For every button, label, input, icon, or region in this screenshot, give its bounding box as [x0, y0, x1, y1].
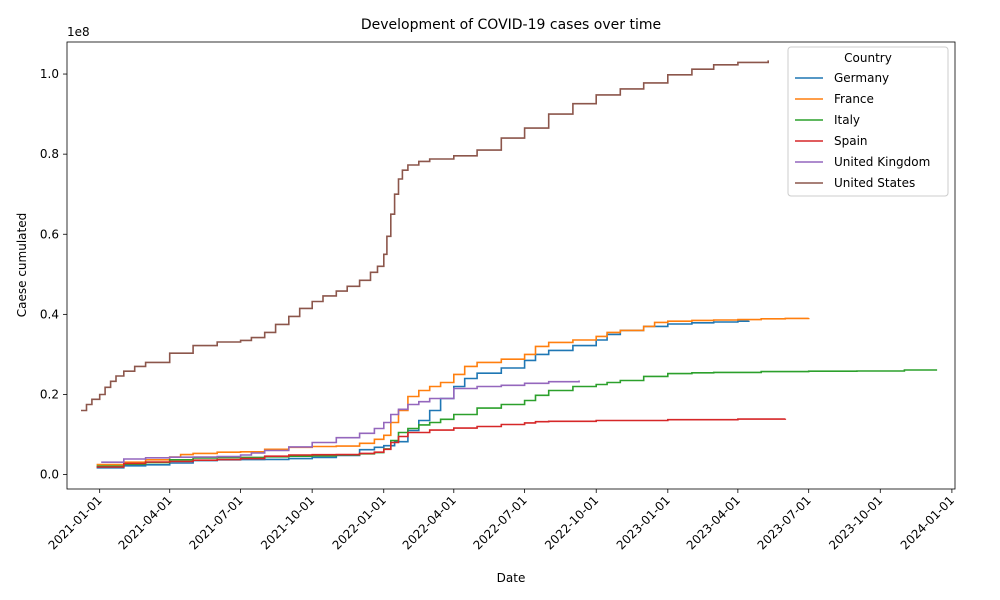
- legend-label: Italy: [834, 113, 860, 127]
- legend-label: Spain: [834, 134, 868, 148]
- legend-title: Country: [844, 51, 892, 65]
- y-axis: 0.0 0.2 0.4 0.6 0.8 1.0: [40, 67, 67, 482]
- x-tick-label: 2022-10-01: [542, 493, 601, 552]
- y-tick-label: 0.8: [40, 147, 59, 161]
- x-axis: 2021-01-01 2021-04-01 2021-07-01 2021-10-01…: [46, 489, 957, 552]
- legend-box: [787, 46, 949, 197]
- x-tick-label: 2024-01-01: [898, 493, 957, 552]
- legend-label: United States: [834, 176, 915, 190]
- y-tick-label: 0.6: [40, 227, 59, 241]
- series-line-1: [96, 317, 810, 466]
- x-tick-label: 2022-07-01: [471, 493, 530, 552]
- x-tick-label: 2021-01-01: [46, 493, 105, 552]
- x-tick-label: 2021-07-01: [186, 493, 245, 552]
- series-line-3: [96, 418, 787, 468]
- y-tick-label: 0.4: [40, 307, 59, 321]
- x-tick-label: 2023-07-01: [755, 493, 814, 552]
- y-tick-label: 0.2: [40, 387, 59, 401]
- x-axis-label: Date: [497, 571, 526, 585]
- series-line-4: [101, 380, 580, 463]
- legend-label: United Kingdom: [834, 155, 930, 169]
- legend-label: Germany: [834, 71, 889, 85]
- plot-lines: [81, 60, 938, 469]
- chart-title: Development of COVID-19 cases over time: [361, 17, 661, 33]
- x-tick-label: 2021-04-01: [116, 493, 175, 552]
- y-offset-label: 1e8: [67, 25, 90, 39]
- x-tick-label: 2021-10-01: [258, 493, 317, 552]
- x-tick-label: 2022-01-01: [330, 493, 389, 552]
- y-tick-label: 0.0: [40, 468, 59, 482]
- series-line-2: [96, 369, 938, 467]
- series-line-5: [81, 60, 769, 412]
- x-tick-label: 2022-04-01: [400, 493, 459, 552]
- y-tick-label: 1.0: [40, 67, 59, 81]
- series-line-0: [96, 320, 750, 469]
- legend[interactable]: Country Germany France Italy Spain United Ki…: [787, 46, 949, 197]
- x-tick-label: 2023-10-01: [826, 493, 885, 552]
- x-tick-label: 2023-04-01: [684, 493, 743, 552]
- x-tick-label: 2023-01-01: [614, 493, 673, 552]
- legend-label: France: [834, 92, 874, 106]
- y-axis-label: Caese cumulated: [15, 213, 29, 317]
- plot-frame: [66, 41, 956, 490]
